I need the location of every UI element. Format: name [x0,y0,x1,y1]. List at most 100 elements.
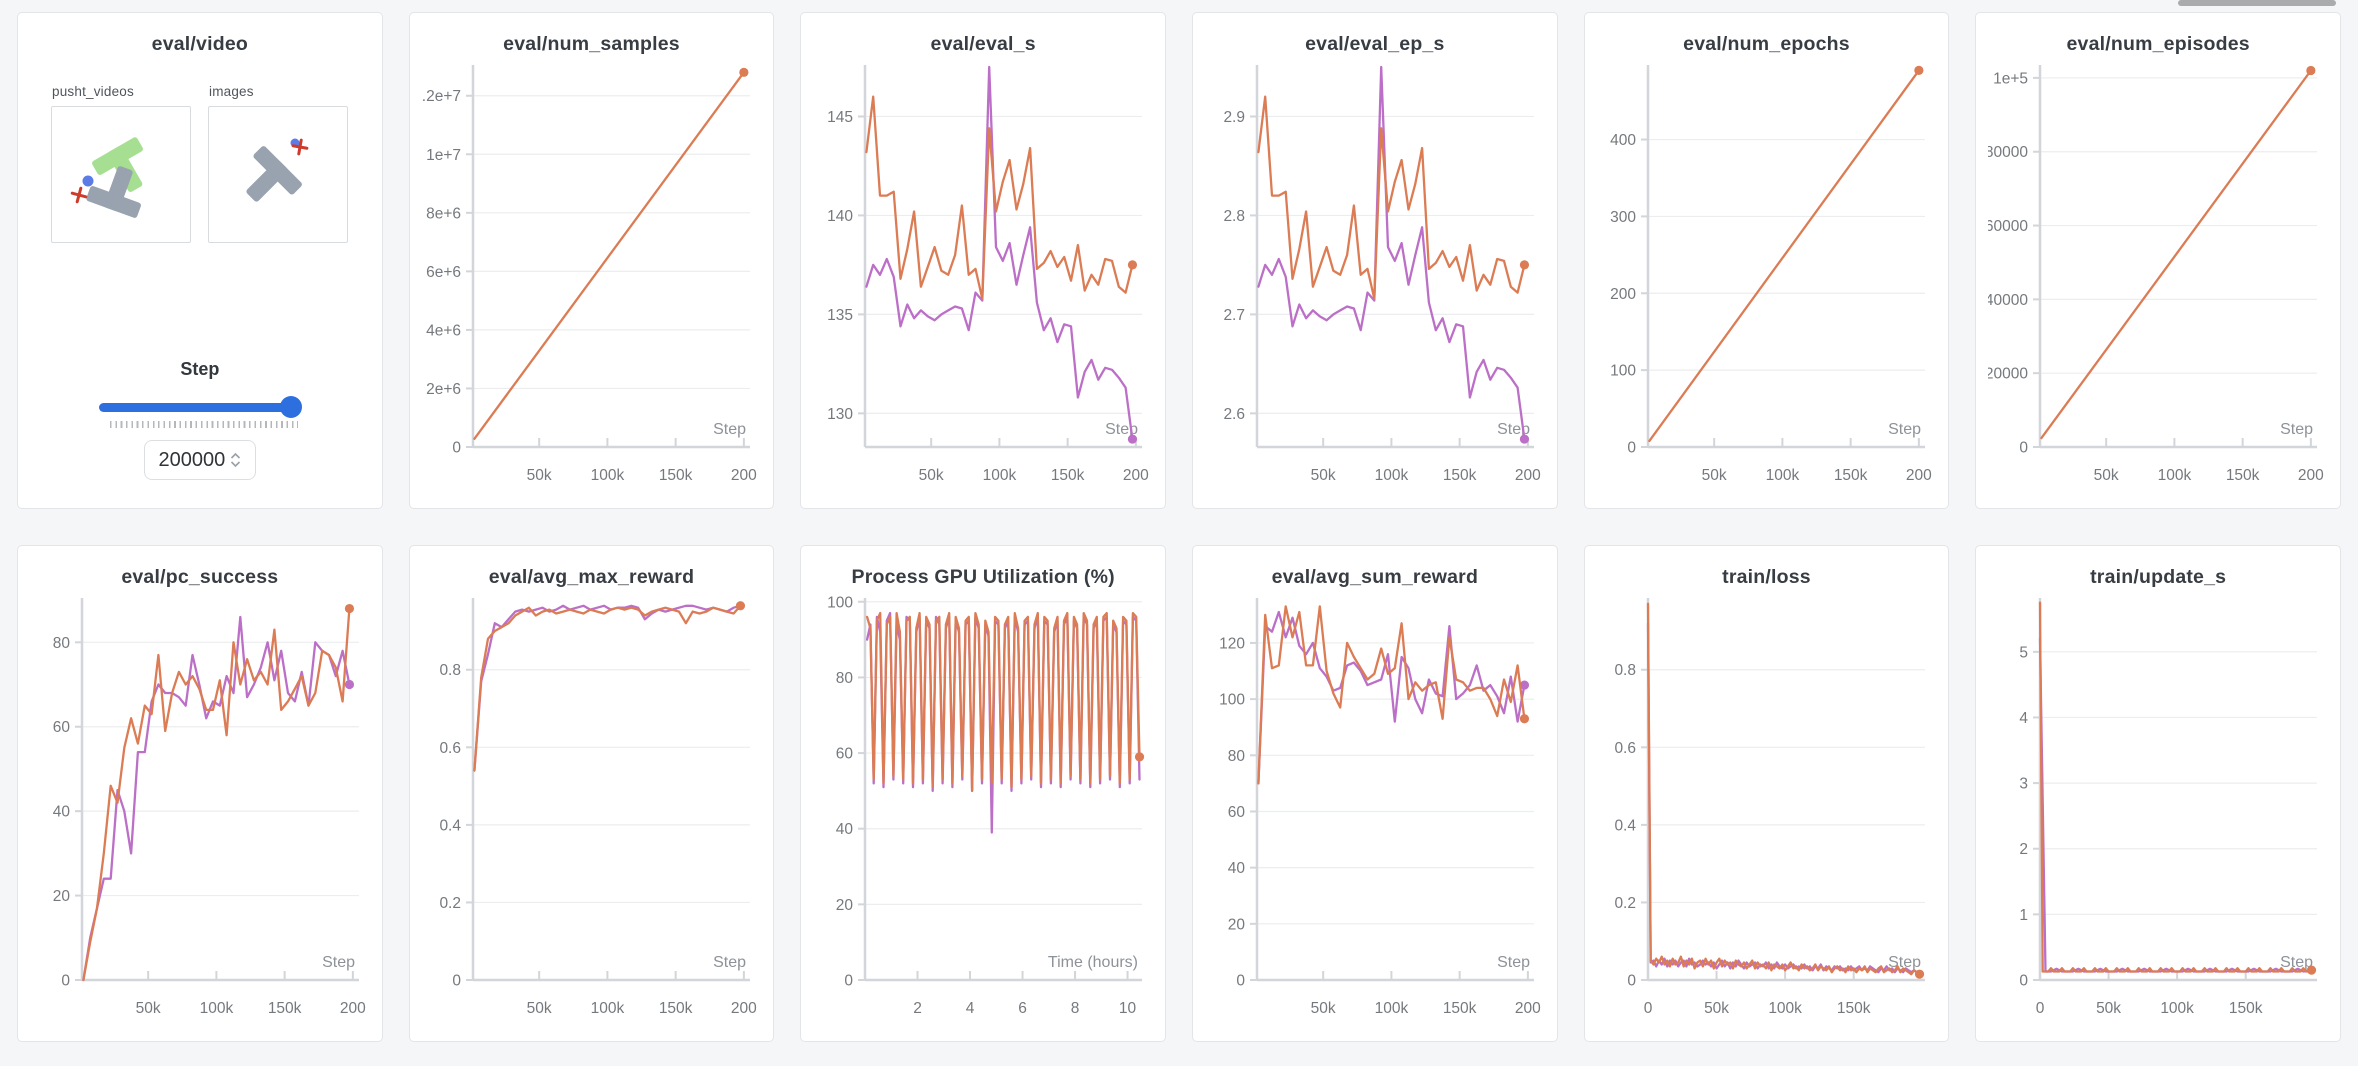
x-tick-label: 50k [527,1000,552,1017]
stepper-arrows[interactable] [230,452,241,468]
chart-process-gpu-utilization[interactable]: 0 20 40 60 80 100 2 4 6 8 10 Time (hours) [813,591,1153,1037]
x-axis-label: Step [714,954,747,971]
chart-title: eval/pc_success [121,566,279,588]
series-line-purple_run [1647,622,1922,974]
x-tick-label: 50k [1702,467,1727,484]
x-tick-label: 200 [731,1000,757,1017]
horizontal-scrollbar-thumb[interactable] [2178,0,2336,6]
series-end-dot-orange_run [1128,260,1138,270]
x-tick-label: 150k [1443,1000,1477,1017]
series-line-orange_run [1647,602,1922,976]
series-line-orange_run [2039,601,2313,973]
chart-eval-num_epochs[interactable]: 0 100 200 300 400 50k 100k 150k 200 Step [1596,58,1936,504]
step-slider-track[interactable] [98,403,301,412]
x-tick-label: 50k [527,467,552,484]
video-thumbnail-images[interactable] [208,106,348,243]
x-tick-label: 150k [659,467,693,484]
y-tick-label: 0.8 [1615,662,1637,679]
series-line-orange_run [866,611,1141,793]
step-slider[interactable] [98,396,302,418]
x-tick-label: 4 [966,1000,975,1017]
y-tick-label: 80000 [1988,144,2028,161]
x-axis-label: Time (hours) [1048,954,1138,971]
media-item: images [208,84,348,243]
y-tick-label: 4 [2020,710,2029,727]
series-end-dot-orange_run [1519,714,1529,724]
panel-title: eval/video [151,33,248,55]
x-tick-label: 100k [1766,467,1800,484]
x-tick-label: 150k [268,1000,302,1017]
x-tick-label: 100k [591,1000,625,1017]
x-tick-label: 200 [1515,467,1541,484]
series-end-dot-orange_run [1914,65,1924,75]
series-end-dot-orange_run [1915,969,1925,979]
x-tick-label: 50k [2094,467,2119,484]
x-tick-label: 150k [1051,467,1085,484]
chart-eval-num_episodes[interactable]: 0 20000 40000 60000 80000 1e+5 50k 100k 150k 200 S… [1988,58,2328,504]
x-tick-label: 50k [2096,1000,2121,1017]
x-tick-label: 200 [1906,467,1932,484]
chart-eval-avg_max_reward[interactable]: 0 0.2 0.4 0.6 0.8 50k 100k 150k 200 Step [421,591,761,1037]
y-tick-label: 3 [2020,776,2029,793]
series-end-dot-purple_run [1519,680,1529,690]
x-tick-label: 150k [2229,1000,2263,1017]
x-tick-label: 200 [731,467,757,484]
x-axis-label: Step [714,421,747,438]
y-tick-label: 60 [1228,804,1246,821]
y-tick-label: 40 [53,804,71,821]
x-tick-label: 0 [1644,1000,1653,1017]
y-tick-label: 80 [1228,748,1246,765]
x-axis-label: Step [1497,954,1530,971]
series-end-dot-purple_run [344,679,354,690]
x-tick-label: 50k [919,467,944,484]
y-tick-label: 0.8 [440,662,462,679]
y-tick-label: 100 [1611,363,1637,380]
y-tick-label: 0.2 [1615,895,1637,912]
x-axis-label: Step [1889,421,1922,438]
panel-eval-avg_max_reward: eval/avg_max_reward 0 0.2 0.4 0.6 0.8 50k 100k 1… [408,545,775,1042]
y-tick-label: 0.4 [440,817,462,834]
y-tick-label: 0.2 [440,895,462,912]
step-slider-ticks [109,421,298,428]
series-end-dot-orange_run [736,601,746,611]
media-item: pusht_videos [51,84,191,243]
panel-eval-num_episodes: eval/num_episodes 0 20000 40000 60000 80000 1e… [1975,12,2341,509]
chart-eval-pc_success[interactable]: 0 20 40 60 80 50k 100k 150k 200 Step [30,591,370,1037]
panel-process-gpu-utilization: Process GPU Utilization (%) 0 20 40 60 80 100 2… [800,545,1166,1042]
x-tick-label: 200 [1123,467,1149,484]
y-tick-label: 1e+5 [1993,70,2028,87]
step-control: Step 200000 [18,359,382,480]
x-tick-label: 150k [2226,467,2260,484]
y-tick-label: 145 [827,109,853,126]
y-tick-label: 8e+6 [427,205,462,222]
x-tick-label: 100k [591,467,625,484]
chart-eval-avg_sum_reward[interactable]: 0 20 40 60 80 100 120 50k 100k 150k 200 Step [1205,591,1545,1037]
x-tick-label: 100k [199,1000,233,1017]
series-end-dot-orange_run [1135,752,1145,762]
y-tick-label: 100 [827,594,853,611]
x-tick-label: 50k [136,1000,161,1017]
chart-eval-num_samples[interactable]: 0 2e+6 4e+6 6e+6 8e+6 1e+7 1.2e+7 50k 100k 150k 20… [421,58,761,504]
chart-title: train/update_s [2090,566,2227,588]
y-tick-label: 0 [1628,973,1637,990]
series-line-purple_run [1257,610,1526,785]
y-tick-label: 20 [836,897,854,914]
y-tick-label: 0 [1236,973,1245,990]
y-tick-label: 300 [1611,209,1637,226]
y-tick-label: 0 [453,440,462,457]
y-tick-label: 120 [1219,635,1245,652]
gray-t-shape [86,166,141,218]
series-end-dot-orange_run [2306,65,2316,76]
chart-title: eval/eval_ep_s [1305,33,1445,55]
panel-eval-avg_sum_reward: eval/avg_sum_reward 0 20 40 60 80 100 120 50k 100… [1191,545,1558,1042]
video-thumbnail-pusht-videos[interactable] [51,106,191,243]
y-tick-label: 60 [53,719,71,736]
step-slider-thumb[interactable] [279,396,302,418]
step-value-input[interactable]: 200000 [143,440,256,480]
y-tick-label: 400 [1611,132,1637,149]
x-tick-label: 50k [1705,1000,1730,1017]
chart-train-update_s[interactable]: 0 1 2 3 4 5 0 50k 100k 150k Step [1988,591,2328,1037]
